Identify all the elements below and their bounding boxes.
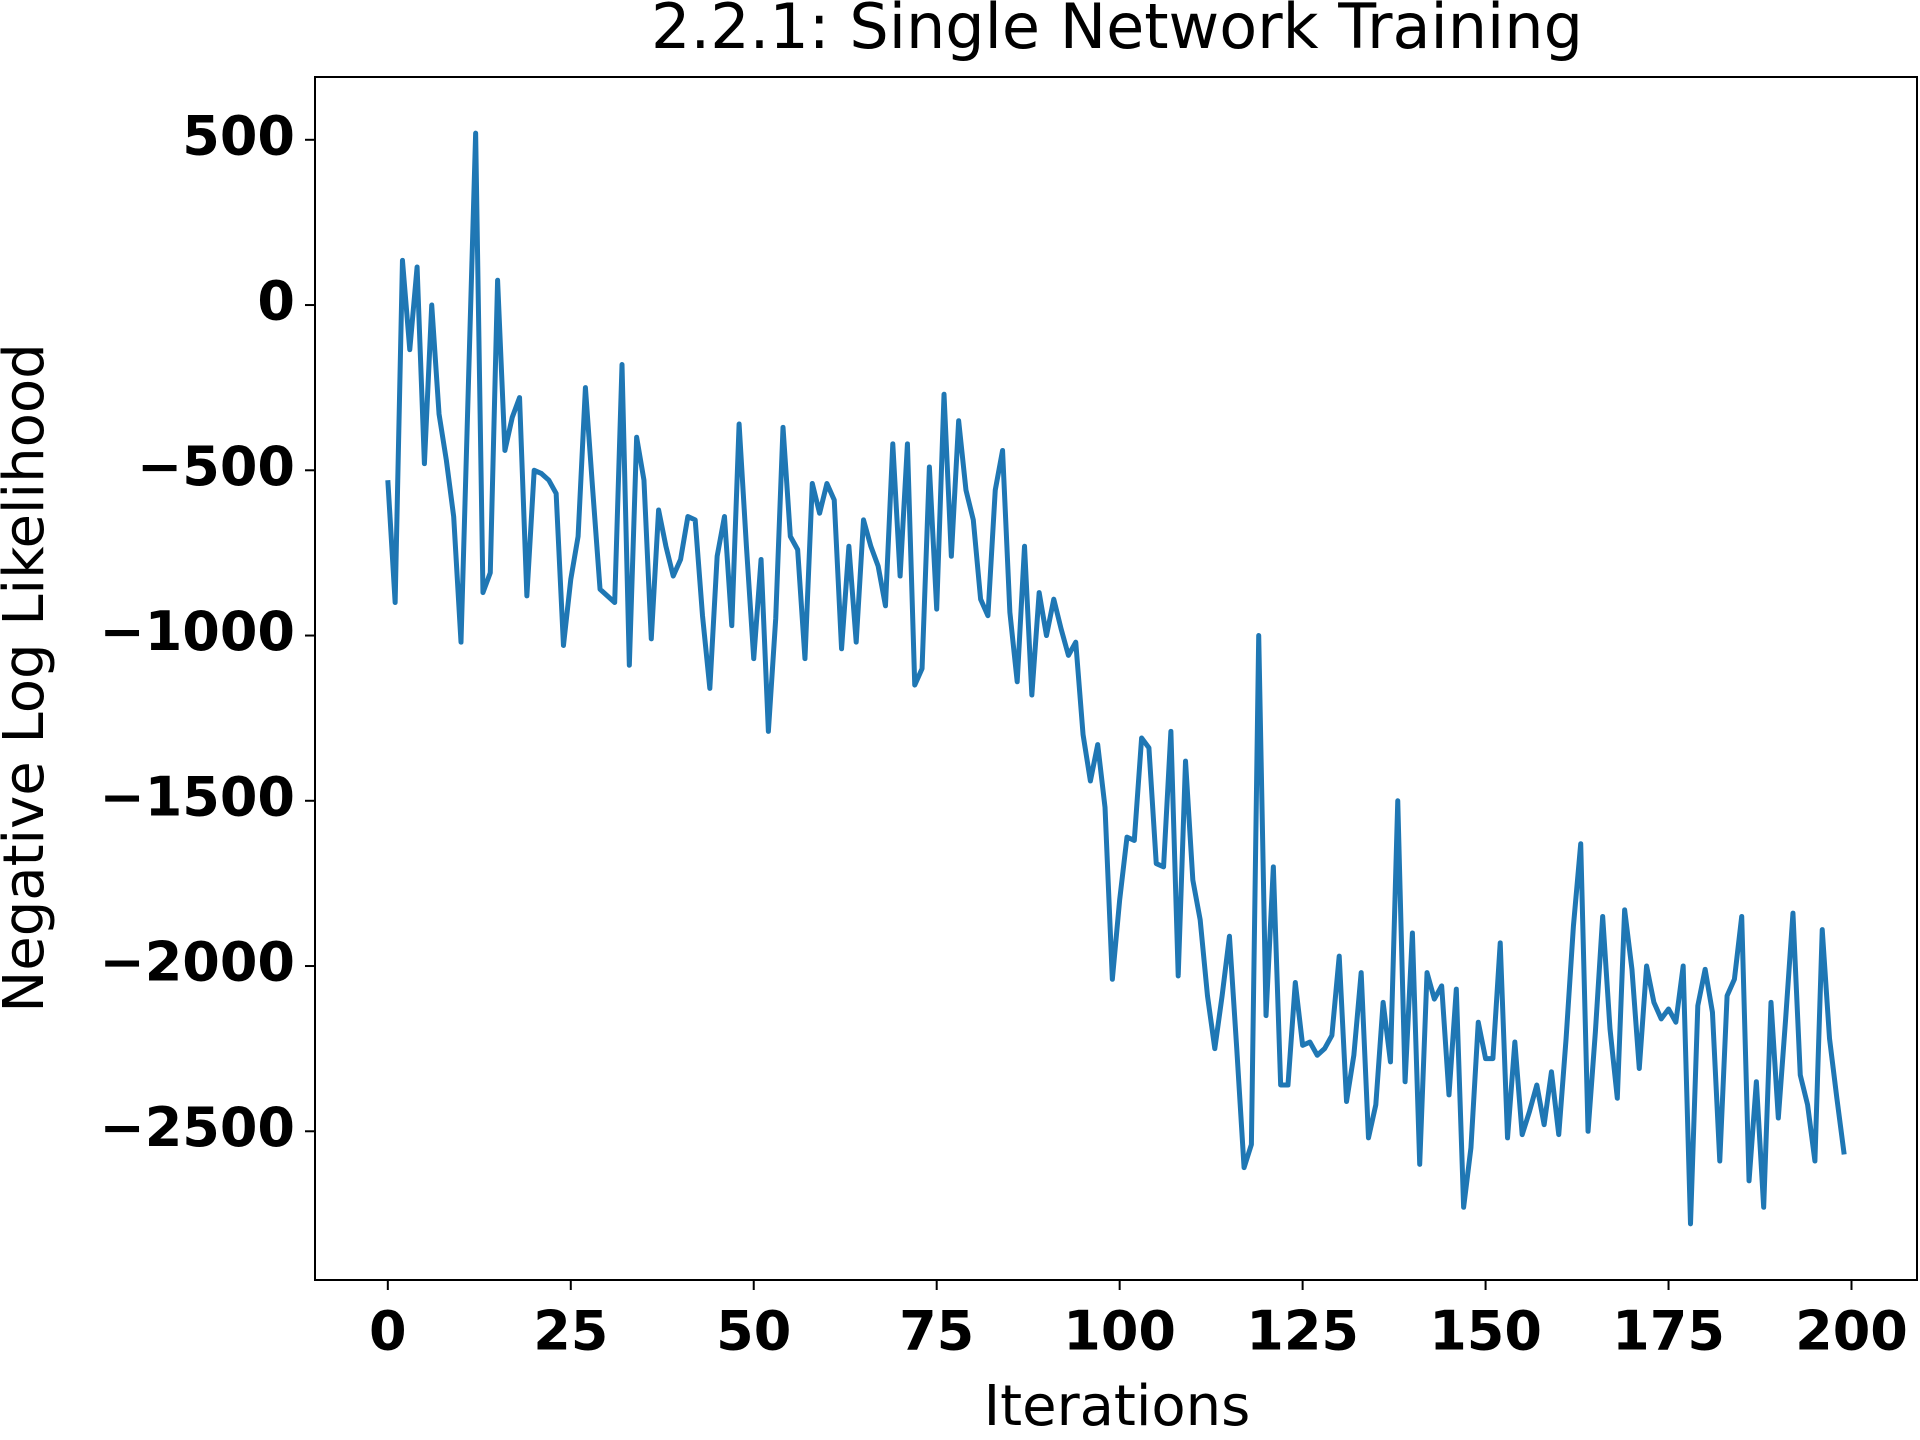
- x-tick-label: 75: [899, 1300, 974, 1363]
- x-tick-label: 100: [1063, 1300, 1176, 1363]
- y-tick-label: −500: [137, 435, 295, 498]
- x-tick-label: 25: [533, 1300, 608, 1363]
- y-tick-label: −1500: [99, 765, 295, 828]
- y-tick-label: −2000: [99, 931, 295, 994]
- x-tick-label: 125: [1246, 1300, 1359, 1363]
- chart-title: 2.2.1: Single Network Training: [651, 0, 1583, 63]
- x-tick-label: 150: [1429, 1300, 1542, 1363]
- data-line: [385, 130, 1847, 1227]
- x-tick-label: 0: [369, 1300, 407, 1363]
- x-axis-label: Iterations: [984, 1374, 1251, 1439]
- y-tick-label: −1000: [99, 600, 295, 663]
- y-axis-label: Negative Log Likelihood: [0, 343, 57, 1012]
- x-tick-label: 200: [1795, 1300, 1908, 1363]
- x-tick-label: 50: [716, 1300, 791, 1363]
- y-tick-label: 0: [257, 270, 295, 333]
- y-tick-label: −2500: [99, 1096, 295, 1159]
- plot-frame: [314, 76, 1918, 1281]
- y-tick-label: 500: [182, 104, 295, 167]
- x-tick-label: 175: [1612, 1300, 1725, 1363]
